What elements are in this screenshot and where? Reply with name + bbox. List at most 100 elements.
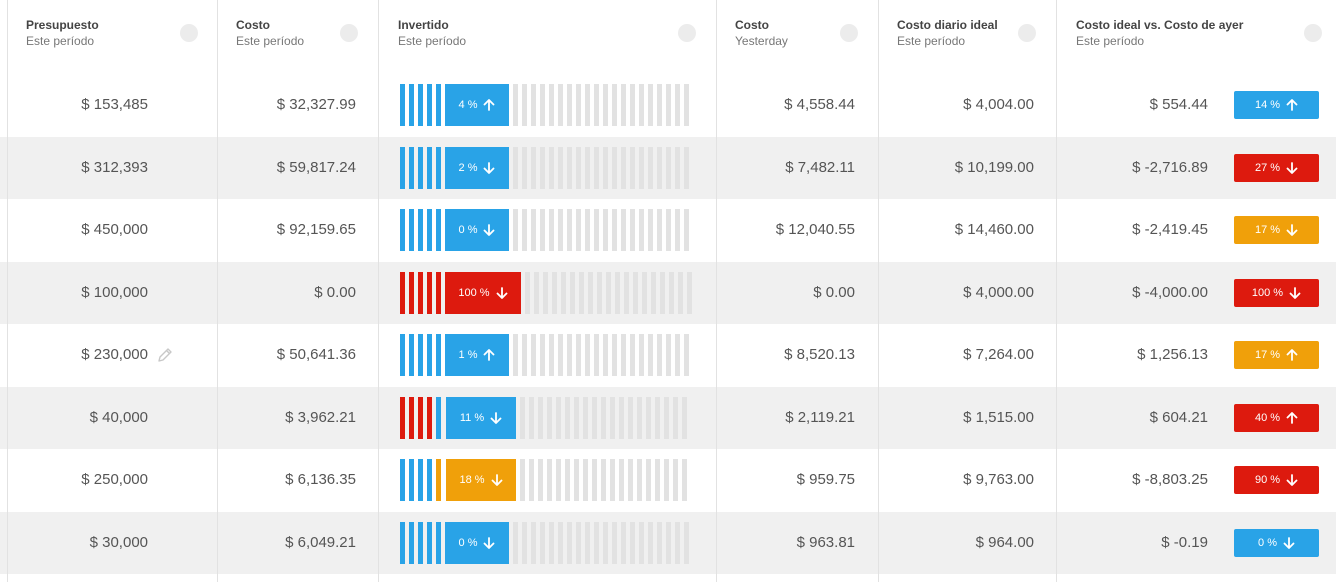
header-ideal-daily-cost[interactable]: Costo diario ideal Este período <box>897 17 998 49</box>
header-cost-yesterday[interactable]: Costo Yesterday <box>735 17 788 49</box>
progress-segment-empty <box>513 521 518 564</box>
progress-segment-empty <box>574 459 579 501</box>
progress-segment-empty <box>565 459 570 501</box>
cost-yesterday-value: $ 959.75 <box>796 471 855 488</box>
header-ideal-vs-yesterday[interactable]: Costo ideal vs. Costo de ayer Este períod… <box>1076 17 1243 49</box>
invested-percent-chip: 4 % <box>445 84 509 126</box>
progress-segment-empty <box>673 396 678 439</box>
progress-segment <box>427 396 432 439</box>
progress-segment-empty <box>639 84 644 126</box>
progress-segment-empty <box>639 334 644 376</box>
progress-segment-empty <box>619 396 624 439</box>
progress-segment <box>418 521 423 564</box>
progress-segment-empty <box>540 84 545 126</box>
header-invested[interactable]: Invertido Este período <box>398 17 466 49</box>
invested-percent-chip: 2 % <box>445 146 509 189</box>
progress-segment <box>400 396 405 439</box>
progress-segment-empty <box>531 146 536 189</box>
progress-segment-empty <box>660 271 665 314</box>
ideal-vs-yesterday-value: $ 604.21 <box>1149 408 1208 426</box>
progress-segment-empty <box>513 84 518 126</box>
progress-segment <box>409 146 414 189</box>
progress-segment-empty <box>666 521 671 564</box>
progress-segment-empty <box>648 84 653 126</box>
budget-value: $ 30,000 <box>89 533 148 551</box>
progress-segment-empty <box>612 334 617 376</box>
progress-segment <box>436 396 441 439</box>
progress-segment-empty <box>612 146 617 189</box>
cost-value: $ 50,641.36 <box>276 346 356 363</box>
budget-value: $ 40,000 <box>89 408 148 426</box>
header-cost[interactable]: Costo Este período <box>236 17 304 49</box>
progress-segment <box>400 209 405 251</box>
progress-segment-empty <box>655 396 660 439</box>
ideal-vs-yesterday-badge: 14 % <box>1234 91 1319 119</box>
column-menu-icon[interactable] <box>1304 24 1322 42</box>
header-budget[interactable]: Presupuesto Este período <box>26 17 99 49</box>
progress-segment-empty <box>610 459 615 501</box>
badge-label: 17 % <box>1254 349 1281 361</box>
progress-segment-empty <box>630 334 635 376</box>
arrow-down-icon <box>1283 536 1295 549</box>
progress-segment-empty <box>522 334 527 376</box>
progress-segment-empty <box>558 84 563 126</box>
progress-segment-empty <box>642 271 647 314</box>
progress-segment-empty <box>585 146 590 189</box>
progress-segment-empty <box>651 271 656 314</box>
progress-segment <box>418 209 423 251</box>
progress-segment-empty <box>639 209 644 251</box>
column-menu-icon[interactable] <box>1018 24 1036 42</box>
progress-segment-empty <box>621 521 626 564</box>
invested-percent-label: 18 % <box>459 474 485 486</box>
progress-segment-empty <box>664 396 669 439</box>
ideal-daily-cost-value: $ 964.00 <box>975 533 1034 551</box>
progress-segment-empty <box>675 84 680 126</box>
arrow-down-icon <box>490 411 502 424</box>
cost-value: $ 6,136.35 <box>285 471 356 488</box>
progress-segment <box>418 271 423 314</box>
progress-segment-empty <box>639 521 644 564</box>
progress-segment-empty <box>603 209 608 251</box>
column-divider <box>7 0 8 582</box>
invested-progress-bar: 11 % <box>400 396 694 439</box>
budget-value: $ 153,485 <box>81 96 148 113</box>
ideal-vs-yesterday-value: $ -2,716.89 <box>1132 158 1208 176</box>
progress-segment <box>409 521 414 564</box>
progress-segment-empty <box>603 146 608 189</box>
progress-segment-empty <box>603 521 608 564</box>
progress-segment-empty <box>538 396 543 439</box>
arrow-down-icon <box>483 536 495 549</box>
progress-segment-empty <box>648 209 653 251</box>
column-menu-icon[interactable] <box>840 24 858 42</box>
progress-segment <box>436 334 441 376</box>
progress-segment-empty <box>520 459 525 501</box>
arrow-up-icon <box>1286 349 1298 361</box>
invested-percent-label: 100 % <box>458 286 490 299</box>
progress-segment <box>409 271 414 314</box>
table-row: $ 230,000 $ 50,641.36 $ 8,520.13 $ 7,264.00… <box>0 324 1336 386</box>
progress-segment-empty <box>637 396 642 439</box>
progress-segment-empty <box>664 459 669 501</box>
ideal-vs-yesterday-badge: 90 % <box>1234 466 1319 494</box>
ideal-daily-cost-value: $ 4,004.00 <box>963 96 1034 113</box>
progress-segment-empty <box>522 209 527 251</box>
progress-segment-empty <box>552 271 557 314</box>
progress-segment-empty <box>594 521 599 564</box>
progress-segment-empty <box>576 209 581 251</box>
progress-segment-empty <box>513 334 518 376</box>
column-menu-icon[interactable] <box>340 24 358 42</box>
column-menu-icon[interactable] <box>180 24 198 42</box>
header-title: Presupuesto <box>26 18 99 32</box>
header-title: Costo <box>236 18 270 32</box>
cost-value: $ 3,962.21 <box>285 408 356 426</box>
progress-segment <box>400 271 405 314</box>
progress-segment-empty <box>597 271 602 314</box>
progress-segment-empty <box>682 459 687 501</box>
progress-segment-empty <box>657 334 662 376</box>
progress-segment-empty <box>630 521 635 564</box>
table-row: $ 100,000 $ 0.00 $ 0.00 $ 4,000.00 $ -4,000.… <box>0 261 1336 324</box>
progress-segment-empty <box>585 209 590 251</box>
pencil-icon[interactable] <box>156 346 174 364</box>
progress-segment-empty <box>675 209 680 251</box>
column-menu-icon[interactable] <box>678 24 696 42</box>
